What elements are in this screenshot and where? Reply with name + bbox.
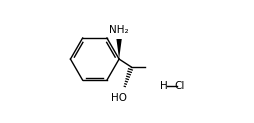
- Text: HO: HO: [111, 93, 127, 103]
- Text: NH₂: NH₂: [109, 25, 129, 36]
- Text: Cl: Cl: [175, 81, 185, 91]
- Text: H: H: [160, 81, 168, 91]
- Polygon shape: [116, 39, 122, 59]
